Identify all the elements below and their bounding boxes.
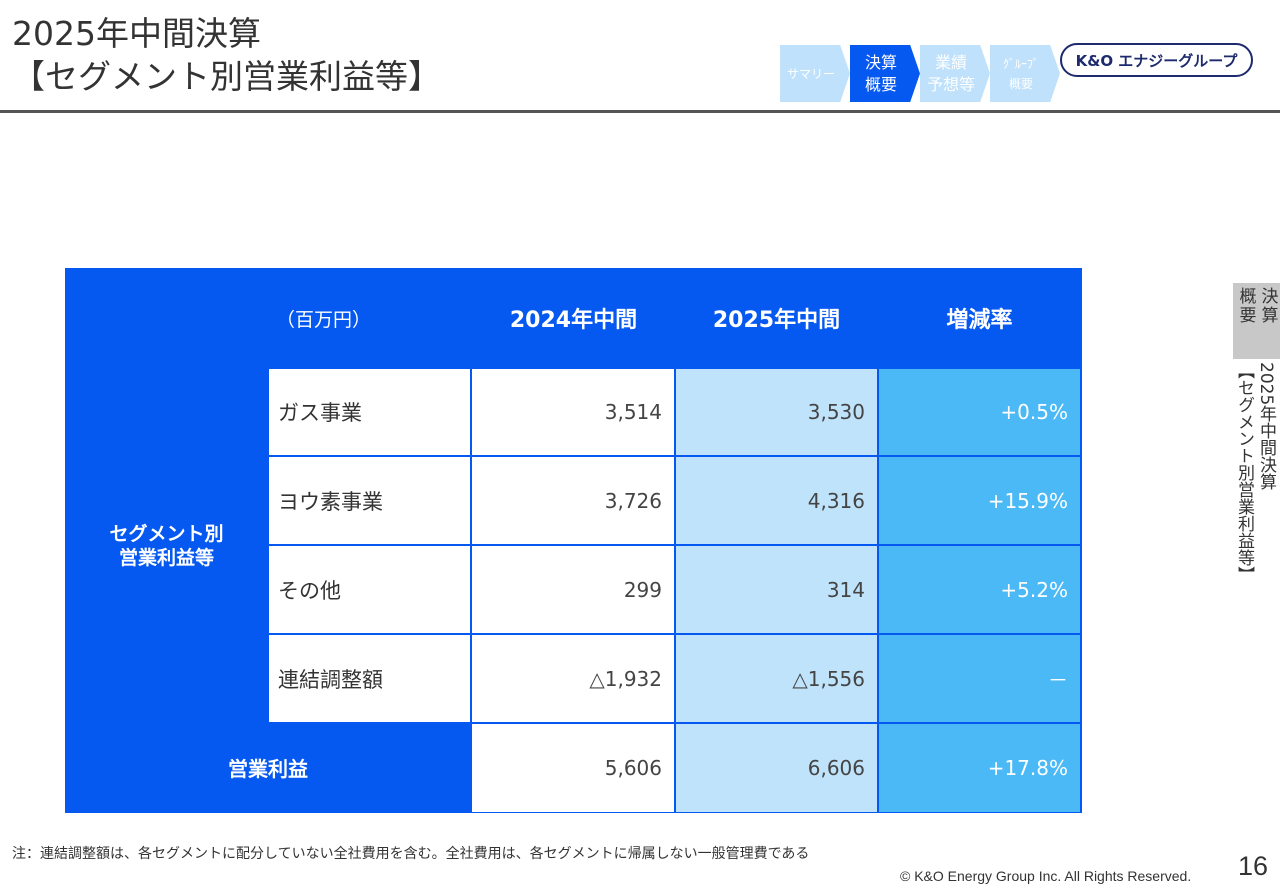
row-other-2025: 314 bbox=[676, 546, 877, 633]
title-line-2: 【セグメント別営業利益等】 bbox=[12, 57, 441, 96]
side-title-col1: 2025年中間決算 bbox=[1256, 362, 1276, 491]
row-adjustment-2024: △1,932 bbox=[472, 635, 674, 722]
side-tab-col1: 決算 bbox=[1257, 287, 1278, 325]
row-name-other: その他 bbox=[269, 546, 470, 633]
total-rate: +17.8% bbox=[879, 724, 1080, 812]
row-iodine-2024: 3,726 bbox=[472, 457, 674, 544]
company-logo: K&O エナジーグループ bbox=[1060, 43, 1253, 77]
footnote: 注：連結調整額は、各セグメントに配分していない全社費用を含む。全社費用は、各セグ… bbox=[12, 846, 810, 862]
copyright: © K&O Energy Group Inc. All Rights Reser… bbox=[900, 868, 1192, 884]
nav-step-forecast-label: 業績 予想等 bbox=[926, 52, 975, 94]
row-adjustment-2025: △1,556 bbox=[676, 635, 877, 722]
nav-step-summary[interactable]: サマリー bbox=[780, 45, 850, 102]
column-header-change-rate: 増減率 bbox=[946, 308, 1013, 333]
nav-step-summary-label: サマリー bbox=[786, 66, 835, 81]
unit-label: （百万円） bbox=[276, 308, 372, 331]
column-header-2024: 2024年中間 bbox=[509, 308, 638, 333]
total-2025: 6,606 bbox=[676, 724, 877, 812]
page-title: 2025年中間決算 【セグメント別営業利益等】 bbox=[12, 12, 441, 98]
page-number: 16 bbox=[1238, 851, 1269, 881]
nav-step-group-label: ｸﾞﾙｰﾌﾟ 概要 bbox=[1002, 56, 1039, 91]
title-line-1: 2025年中間決算 bbox=[12, 14, 261, 53]
side-tab-col2: 概要 bbox=[1235, 287, 1256, 325]
row-other-rate: +5.2% bbox=[879, 546, 1080, 633]
row-gas-rate: +0.5% bbox=[879, 369, 1080, 455]
side-section-tab[interactable]: 決算 概要 bbox=[1233, 283, 1280, 359]
total-2024: 5,606 bbox=[472, 724, 674, 812]
row-other-2024: 299 bbox=[472, 546, 674, 633]
nav-step-forecast[interactable]: 業績 予想等 bbox=[920, 45, 990, 102]
segment-label: セグメント別 営業利益等 bbox=[109, 522, 224, 569]
row-iodine-rate: +15.9% bbox=[879, 457, 1080, 544]
header-divider bbox=[0, 110, 1280, 113]
company-logo-text: K&O エナジーグループ bbox=[1075, 51, 1238, 70]
row-gas-2025: 3,530 bbox=[676, 369, 877, 455]
nav-step-group[interactable]: ｸﾞﾙｰﾌﾟ 概要 bbox=[990, 45, 1060, 102]
total-row-label: 営業利益 bbox=[228, 757, 308, 781]
column-header-2025: 2025年中間 bbox=[712, 308, 841, 333]
segment-profit-table: （百万円） 2024年中間 2025年中間 増減率 セグメント別 営業利益等 ガ… bbox=[65, 268, 1082, 813]
row-gas-2024: 3,514 bbox=[472, 369, 674, 455]
row-adjustment-rate: － bbox=[879, 635, 1080, 722]
nav-step-results[interactable]: 決算 概要 bbox=[850, 45, 920, 102]
section-nav: サマリー 決算 概要 業績 予想等 ｸﾞﾙｰﾌﾟ 概要 bbox=[780, 45, 1060, 102]
row-name-gas: ガス事業 bbox=[269, 369, 470, 455]
side-vertical-title: 2025年中間決算 【セグメント別営業利益等】 bbox=[1234, 362, 1276, 602]
row-name-adjustment: 連結調整額 bbox=[269, 635, 470, 722]
row-iodine-2025: 4,316 bbox=[676, 457, 877, 544]
nav-step-results-label: 決算 概要 bbox=[864, 52, 897, 94]
row-name-iodine: ヨウ素事業 bbox=[269, 457, 470, 544]
side-title-col2: 【セグメント別営業利益等】 bbox=[1234, 362, 1254, 583]
